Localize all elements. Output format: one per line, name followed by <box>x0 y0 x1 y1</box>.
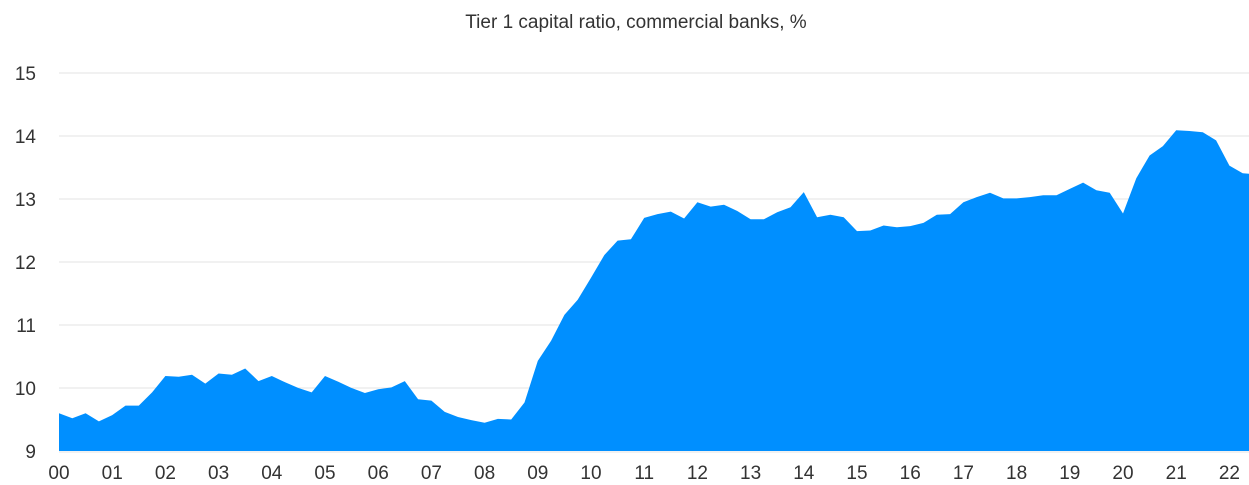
area-series <box>59 130 1249 451</box>
x-tick-label: 22 <box>1219 463 1240 484</box>
x-tick-label: 00 <box>48 463 69 484</box>
x-tick-label: 20 <box>1112 463 1133 484</box>
y-tick-label: 10 <box>15 379 36 400</box>
x-tick-label: 02 <box>155 463 176 484</box>
chart-title: Tier 1 capital ratio, commercial banks, … <box>465 12 807 33</box>
y-tick-label: 13 <box>15 190 36 211</box>
y-tick-label: 12 <box>15 253 36 274</box>
x-tick-label: 11 <box>634 463 654 484</box>
x-tick-label: 13 <box>740 463 761 484</box>
y-tick-label: 15 <box>15 64 36 85</box>
area-fill <box>59 130 1249 451</box>
y-tick-label: 9 <box>25 442 36 463</box>
x-tick-label: 01 <box>102 463 123 484</box>
x-tick-label: 06 <box>368 463 389 484</box>
x-tick-label: 15 <box>846 463 867 484</box>
x-tick-label: 14 <box>793 463 815 484</box>
x-tick-label: 18 <box>1006 463 1027 484</box>
x-tick-label: 16 <box>900 463 921 484</box>
x-tick-label: 10 <box>580 463 601 484</box>
x-tick-label: 04 <box>261 463 283 484</box>
y-axis-ticks: 9 10 11 12 13 14 15 <box>15 64 37 463</box>
y-tick-label: 11 <box>16 316 36 337</box>
x-tick-label: 21 <box>1166 463 1187 484</box>
x-tick-label: 09 <box>527 463 548 484</box>
x-tick-label: 08 <box>474 463 495 484</box>
x-axis-ticks: 00 01 02 03 04 05 06 07 08 09 10 11 12 13 14 15 16 17 18 19… <box>48 463 1240 484</box>
x-tick-label: 07 <box>421 463 442 484</box>
x-tick-label: 19 <box>1059 463 1080 484</box>
x-tick-label: 03 <box>208 463 229 484</box>
x-tick-label: 05 <box>314 463 335 484</box>
x-tick-label: 12 <box>687 463 708 484</box>
x-tick-label: 17 <box>953 463 974 484</box>
y-tick-label: 14 <box>15 127 37 148</box>
